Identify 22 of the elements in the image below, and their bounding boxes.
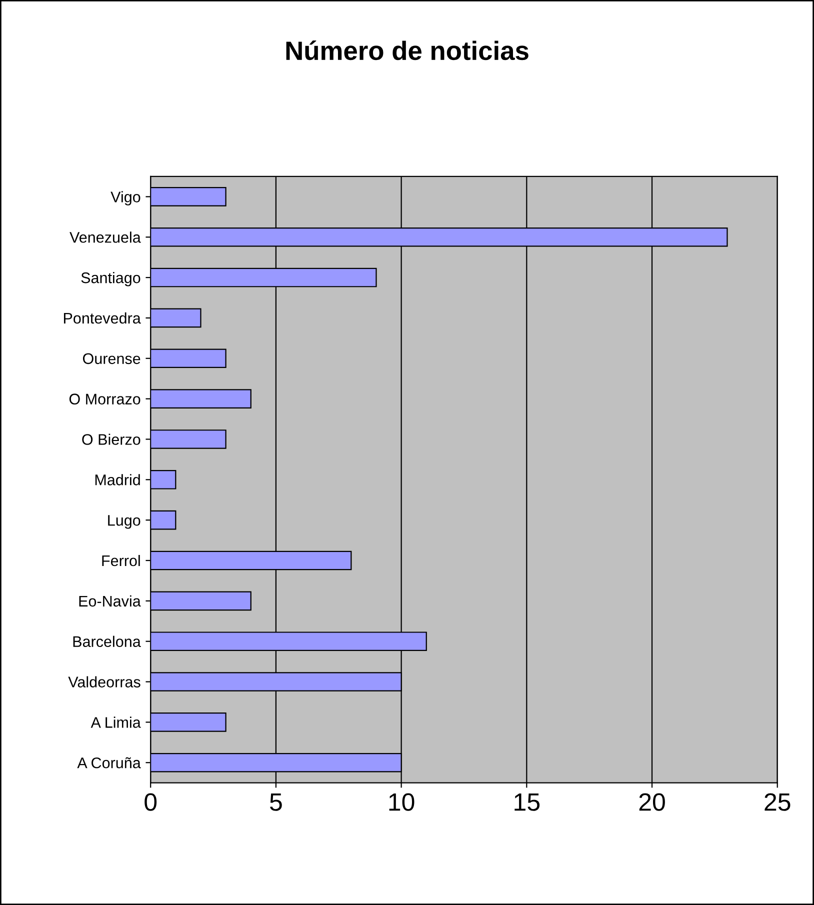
y-tick-label: A Limia [90,716,141,728]
y-tick-label: Eo-Navia [79,595,141,607]
y-tick-label: Santiago [81,272,140,286]
x-tick-label: 0 [144,793,157,811]
y-tick-label: Valdeorras [68,676,140,688]
y-tick-label: Vigo [110,191,140,206]
x-tick-label: 15 [514,793,540,811]
y-tick-label: Madrid [95,474,140,486]
y-tick-label: Barcelona [73,636,141,648]
y-tick-label: O Bierzo [82,434,140,445]
y-tick-label: A Coruña [77,757,141,768]
y-tick-label: O Morrazo [69,394,140,404]
y-tick-label: Lugo [108,515,140,529]
x-tick-label: 20 [639,793,665,811]
y-tick-label: Pontevedra [64,312,141,324]
x-tick-label: 10 [389,793,414,811]
y-tick-label: Ferrol [102,554,140,566]
y-tick-label: Venezuela [70,232,141,243]
chart-title: Número de noticias [286,40,528,60]
x-tick-label: 5 [270,793,282,811]
y-tick-label: Ourense [83,353,140,364]
x-tick-label: 25 [764,793,790,811]
